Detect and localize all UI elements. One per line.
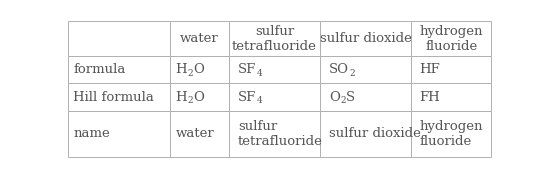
Text: 2: 2 <box>340 96 346 105</box>
Text: O: O <box>329 90 340 103</box>
Bar <box>411 111 491 157</box>
Text: HF: HF <box>419 63 440 76</box>
Text: O: O <box>193 63 204 76</box>
Text: SO: SO <box>329 63 349 76</box>
Bar <box>320 21 411 56</box>
Text: 2: 2 <box>187 96 193 105</box>
Bar <box>68 21 170 56</box>
Text: formula: formula <box>73 63 126 76</box>
Text: water: water <box>180 32 219 45</box>
Bar <box>411 83 491 111</box>
Text: FH: FH <box>419 90 440 103</box>
Bar <box>229 21 320 56</box>
Text: sulfur
tetrafluoride: sulfur tetrafluoride <box>232 25 317 53</box>
Text: 2: 2 <box>187 69 193 78</box>
Text: sulfur dioxide: sulfur dioxide <box>329 127 421 140</box>
Bar <box>320 83 411 111</box>
Text: sulfur dioxide: sulfur dioxide <box>319 32 412 45</box>
Text: H: H <box>176 63 187 76</box>
Bar <box>320 56 411 83</box>
Bar <box>170 21 229 56</box>
Bar <box>68 111 170 157</box>
Text: 2: 2 <box>349 69 355 78</box>
Bar <box>320 111 411 157</box>
Bar <box>411 56 491 83</box>
Bar <box>68 56 170 83</box>
Bar <box>229 111 320 157</box>
Text: sulfur
tetrafluoride: sulfur tetrafluoride <box>238 120 323 148</box>
Text: 4: 4 <box>257 69 262 78</box>
Bar <box>229 83 320 111</box>
Text: S: S <box>346 90 355 103</box>
Bar <box>170 56 229 83</box>
Bar <box>411 21 491 56</box>
Bar <box>68 83 170 111</box>
Text: hydrogen
fluoride: hydrogen fluoride <box>419 25 483 53</box>
Text: H: H <box>176 90 187 103</box>
Bar <box>229 56 320 83</box>
Text: hydrogen
fluoride: hydrogen fluoride <box>419 120 483 148</box>
Text: 4: 4 <box>257 96 262 105</box>
Text: water: water <box>176 127 215 140</box>
Text: SF: SF <box>238 90 257 103</box>
Bar <box>170 83 229 111</box>
Text: Hill formula: Hill formula <box>73 90 154 103</box>
Text: O: O <box>193 90 204 103</box>
Bar <box>170 111 229 157</box>
Text: name: name <box>73 127 110 140</box>
Text: SF: SF <box>238 63 257 76</box>
